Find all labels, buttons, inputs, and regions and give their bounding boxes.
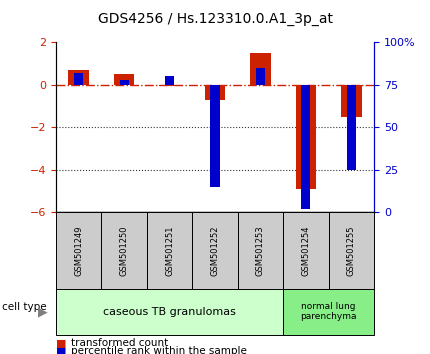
Text: GSM501253: GSM501253 bbox=[256, 225, 265, 276]
Text: cell type: cell type bbox=[2, 302, 47, 312]
Bar bbox=[301, 85, 310, 209]
Bar bbox=[74, 73, 83, 85]
Bar bbox=[210, 85, 220, 187]
Text: percentile rank within the sample: percentile rank within the sample bbox=[71, 346, 247, 354]
Bar bbox=[256, 68, 265, 85]
Text: GDS4256 / Hs.123310.0.A1_3p_at: GDS4256 / Hs.123310.0.A1_3p_at bbox=[98, 12, 332, 27]
Text: GSM501254: GSM501254 bbox=[301, 225, 310, 276]
Text: ■: ■ bbox=[56, 346, 66, 354]
Bar bbox=[296, 85, 316, 189]
Text: GSM501252: GSM501252 bbox=[211, 225, 219, 276]
Bar bbox=[347, 85, 356, 170]
Text: transformed count: transformed count bbox=[71, 338, 168, 348]
Text: ■: ■ bbox=[56, 338, 66, 348]
Text: GSM501249: GSM501249 bbox=[74, 225, 83, 276]
Text: GSM501255: GSM501255 bbox=[347, 225, 356, 276]
Bar bbox=[165, 76, 174, 85]
Bar bbox=[120, 80, 129, 85]
Bar bbox=[159, 85, 180, 86]
Bar bbox=[205, 85, 225, 100]
Text: caseous TB granulomas: caseous TB granulomas bbox=[103, 307, 236, 316]
Text: GSM501251: GSM501251 bbox=[165, 225, 174, 276]
Bar bbox=[68, 70, 89, 85]
Text: ▶: ▶ bbox=[38, 305, 47, 318]
Bar bbox=[114, 74, 134, 85]
Text: GSM501250: GSM501250 bbox=[120, 225, 129, 276]
Bar bbox=[341, 85, 362, 117]
Text: normal lung
parenchyma: normal lung parenchyma bbox=[301, 302, 357, 321]
Bar bbox=[250, 53, 271, 85]
